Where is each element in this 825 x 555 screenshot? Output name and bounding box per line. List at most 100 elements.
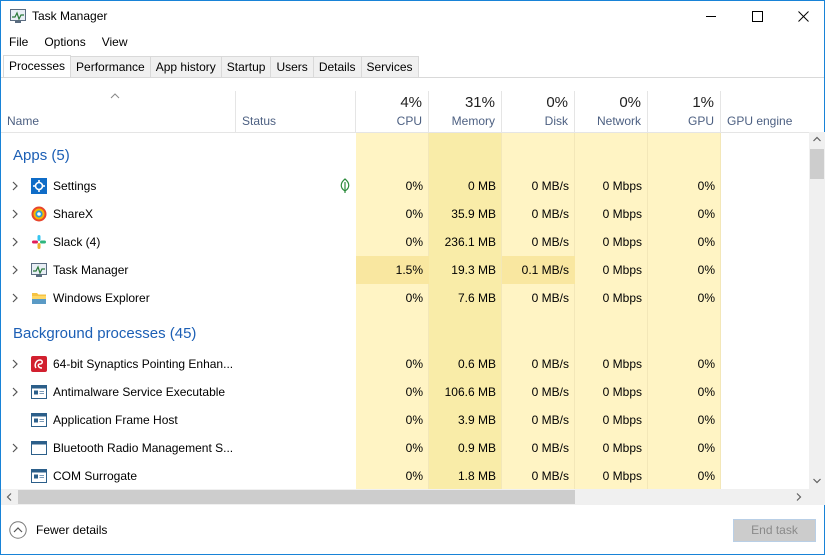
network-value: 0 Mbps (602, 413, 642, 427)
column-memory-label: Memory (451, 114, 495, 128)
process-name: Application Frame Host (53, 413, 178, 427)
disk-value: 0.1 MB/s (502, 256, 575, 284)
tab-startup[interactable]: Startup (221, 56, 272, 78)
cpu-value: 0% (405, 179, 423, 193)
tab-services[interactable]: Services (361, 56, 419, 78)
column-header-memory[interactable]: 31% Memory (429, 91, 502, 132)
column-header-gpu[interactable]: 1% GPU (648, 91, 721, 132)
disk-value: 0 MB/s (531, 207, 569, 221)
efficiency-leaf-icon (340, 178, 350, 193)
header-divider (1, 132, 809, 133)
disk-total: 0% (546, 94, 568, 111)
end-task-button[interactable]: End task (733, 519, 816, 542)
synaptics-icon (31, 356, 47, 372)
process-name: ShareX (53, 207, 94, 221)
process-list: Apps (5) Background processes (45) Setti… (1, 1, 809, 489)
expand-chevron-icon[interactable] (11, 265, 19, 275)
expand-chevron-icon[interactable] (11, 209, 19, 219)
horizontal-scroll-thumb[interactable] (18, 490, 575, 504)
vertical-scroll-thumb[interactable] (810, 149, 824, 179)
tab-divider (1, 77, 824, 78)
menu-bar: File Options View (1, 32, 136, 52)
column-header-status[interactable]: Status (236, 91, 356, 132)
gpu-value: 0% (697, 207, 715, 221)
expand-chevron-icon[interactable] (11, 359, 19, 369)
expand-chevron-icon[interactable] (11, 387, 19, 397)
cpu-value: 0% (405, 235, 423, 249)
gpu-value: 0% (697, 385, 715, 399)
memory-value: 106.6 MB (444, 385, 496, 399)
cpu-value: 0% (405, 357, 423, 371)
memory-value: 19.3 MB (451, 263, 496, 277)
column-cpu-label: CPU (396, 114, 422, 128)
horizontal-scrollbar[interactable] (1, 489, 825, 505)
service-window-icon (31, 385, 47, 399)
process-row[interactable]: Windows Explorer 0% 7.6 MB 0 MB/s 0 Mbps 0% (1, 284, 809, 312)
column-name-label: Name (7, 114, 40, 128)
task-manager-icon (10, 9, 26, 23)
process-row[interactable]: Antimalware Service Executable 0% 106.6 MB… (1, 378, 809, 406)
network-value: 0 Mbps (602, 263, 642, 277)
scroll-left-icon (6, 493, 12, 501)
vertical-scrollbar[interactable] (809, 132, 825, 490)
process-row[interactable]: 64-bit Synaptics Pointing Enhan... 0% 0.6 … (1, 350, 809, 378)
memory-value: 236.1 MB (444, 235, 496, 249)
close-button[interactable] (780, 1, 825, 31)
title-bar[interactable]: Task Manager (1, 1, 824, 31)
expand-chevron-icon[interactable] (11, 293, 19, 303)
cpu-total: 4% (400, 94, 422, 111)
process-row[interactable]: ShareX 0% 35.9 MB 0 MB/s 0 Mbps 0% (1, 200, 809, 228)
expand-chevron-icon[interactable] (11, 443, 19, 453)
memory-total: 31% (464, 94, 495, 111)
process-name: COM Surrogate (53, 469, 138, 483)
column-header-name[interactable]: Name (1, 91, 236, 132)
process-row[interactable]: Application Frame Host 0% 3.9 MB 0 MB/s 0 Mb… (1, 406, 809, 434)
service-window-icon (31, 413, 47, 427)
process-row[interactable]: Task Manager 1.5% 19.3 MB 0.1 MB/s 0 Mbps 0% (1, 256, 809, 284)
menu-view[interactable]: View (101, 35, 128, 49)
network-total: 0% (619, 94, 641, 111)
column-header-network[interactable]: 0% Network (575, 91, 648, 132)
fewer-details-label: Fewer details (36, 523, 108, 537)
process-row[interactable]: Settings 0% 0 MB 0 MB/s 0 Mbps 0% (1, 172, 809, 200)
column-header-disk[interactable]: 0% Disk (502, 91, 575, 132)
process-row[interactable]: Bluetooth Radio Management S... 0% 0.9 MB 0… (1, 434, 809, 462)
sharex-icon (31, 206, 47, 222)
service-window-icon (31, 469, 47, 483)
expand-chevron-icon[interactable] (11, 181, 19, 191)
gpu-value: 0% (697, 235, 715, 249)
process-name: 64-bit Synaptics Pointing Enhan... (53, 357, 234, 371)
memory-value: 3.9 MB (457, 413, 496, 427)
tab-details[interactable]: Details (313, 56, 362, 78)
fewer-details-button[interactable]: Fewer details (9, 520, 107, 540)
menu-options[interactable]: Options (44, 35, 86, 49)
column-header-gpu-engine[interactable]: GPU engine (721, 91, 809, 132)
menu-file[interactable]: File (9, 35, 29, 49)
expand-chevron-icon[interactable] (11, 237, 19, 247)
process-row[interactable]: COM Surrogate 0% 1.8 MB 0 MB/s 0 Mbps 0% (1, 462, 809, 489)
memory-value: 0.9 MB (457, 441, 496, 455)
column-header-cpu[interactable]: 4% CPU (356, 91, 429, 132)
tab-app-history[interactable]: App history (150, 56, 222, 78)
gpu-total: 1% (692, 94, 714, 111)
minimize-button[interactable] (688, 1, 734, 31)
memory-value: 1.8 MB (457, 469, 496, 483)
process-name: Slack (4) (53, 235, 101, 249)
disk-value: 0 MB/s (531, 357, 569, 371)
cpu-value: 0% (405, 291, 423, 305)
group-apps-label: Apps (5) (13, 147, 70, 164)
disk-value: 0 MB/s (531, 385, 569, 399)
memory-value: 0 MB (467, 179, 496, 193)
cpu-value: 0% (405, 385, 423, 399)
cpu-value: 0% (405, 441, 423, 455)
gpu-value: 0% (697, 291, 715, 305)
maximize-icon (751, 10, 763, 22)
column-status-label: Status (242, 114, 277, 128)
tab-users[interactable]: Users (271, 56, 314, 78)
disk-value: 0 MB/s (531, 235, 569, 249)
maximize-button[interactable] (734, 1, 780, 31)
network-value: 0 Mbps (602, 357, 642, 371)
process-name: Task Manager (53, 263, 129, 277)
process-row[interactable]: Slack (4) 0% 236.1 MB 0 MB/s 0 Mbps 0% (1, 228, 809, 256)
